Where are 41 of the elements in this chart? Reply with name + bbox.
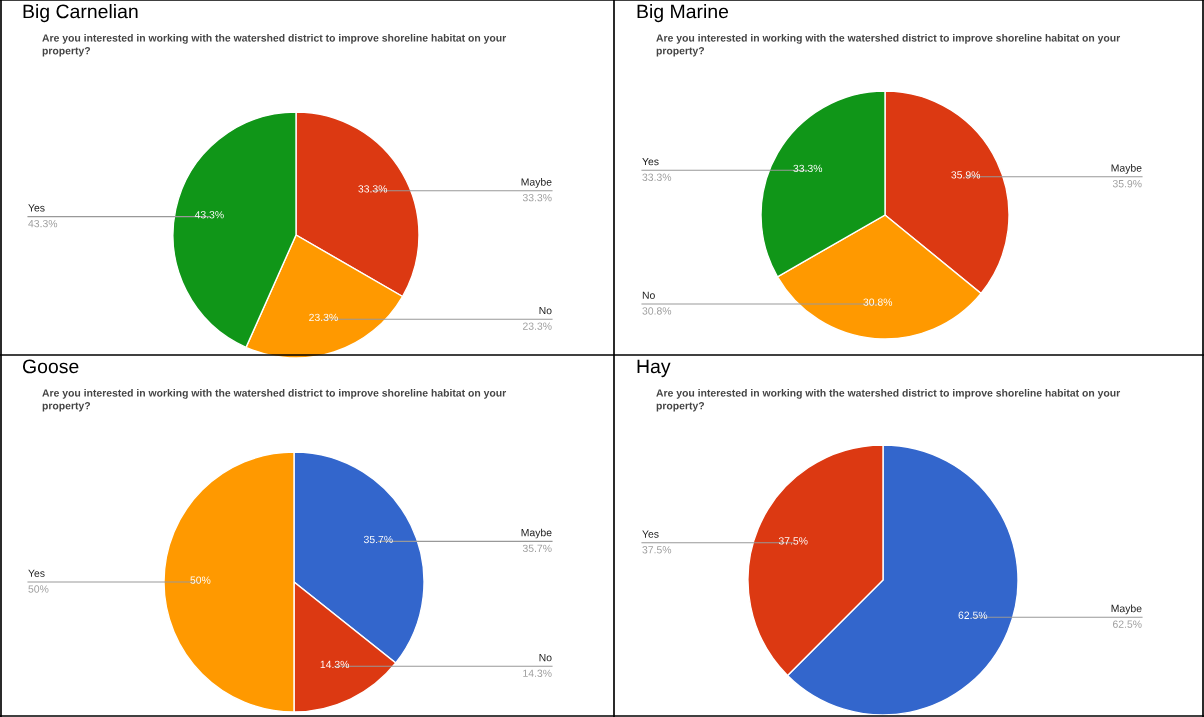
data-label: 50%: [190, 576, 211, 584]
slice-label: Yes: [28, 204, 45, 212]
text: 43.3%: [28, 219, 58, 228]
data-label: 43.3%: [194, 211, 224, 219]
data-label: 35.7%: [363, 535, 393, 544]
chart-subtitle: Are you interested in working with the watershed district to improve shoreline habitat on your property?: [42, 34, 507, 57]
text: 23.3%: [522, 322, 552, 330]
slice-label: No: [642, 291, 655, 299]
slice-label: Maybe: [521, 528, 552, 539]
chart-subtitle: Are you interested in working with the watershed district to improve shoreline habitat on your property?: [656, 389, 1121, 412]
slice-label: Maybe: [1111, 164, 1142, 174]
data-label: 33.3%: [358, 185, 388, 193]
data-label: 23.3%: [309, 313, 338, 322]
chart-subtitle: Are you interested in working with the watershed district to improve shoreline habitat on your property?: [42, 389, 507, 412]
data-label: 37.5%: [778, 537, 808, 545]
slice-label: Yes: [642, 157, 659, 166]
text: 35.7%: [522, 544, 552, 552]
text: 33.3%: [642, 173, 672, 181]
text: 14.3%: [523, 669, 552, 677]
data-label: 35.9%: [951, 171, 981, 179]
chart-subtitle: Are you interested in working with the watershed district to improve shoreline habitat on your property?: [656, 34, 1121, 57]
text: 50%: [28, 585, 49, 593]
data-label: 33.3%: [793, 164, 823, 173]
chart-title: Goose: [22, 359, 79, 374]
slice-label: Maybe: [521, 178, 552, 188]
chart-title: Big Marine: [637, 4, 729, 23]
chart-title: Big Carnelian: [23, 4, 138, 23]
data-label: 30.8%: [863, 298, 893, 306]
slice-label: Maybe: [1111, 604, 1142, 615]
slice-label: No: [539, 306, 552, 315]
text: 62.5%: [1112, 620, 1142, 628]
slice-label: Yes: [642, 530, 659, 538]
text: 30.8%: [642, 307, 672, 315]
slice-label: No: [539, 653, 552, 662]
data-label: 62.5%: [958, 611, 988, 619]
text: 35.9%: [1112, 180, 1142, 188]
text: 37.5%: [642, 546, 672, 554]
chart-title: Hay: [637, 359, 671, 378]
text: 33.3%: [522, 194, 552, 202]
slice-label: Yes: [28, 569, 45, 577]
data-label: 14.3%: [320, 660, 350, 669]
